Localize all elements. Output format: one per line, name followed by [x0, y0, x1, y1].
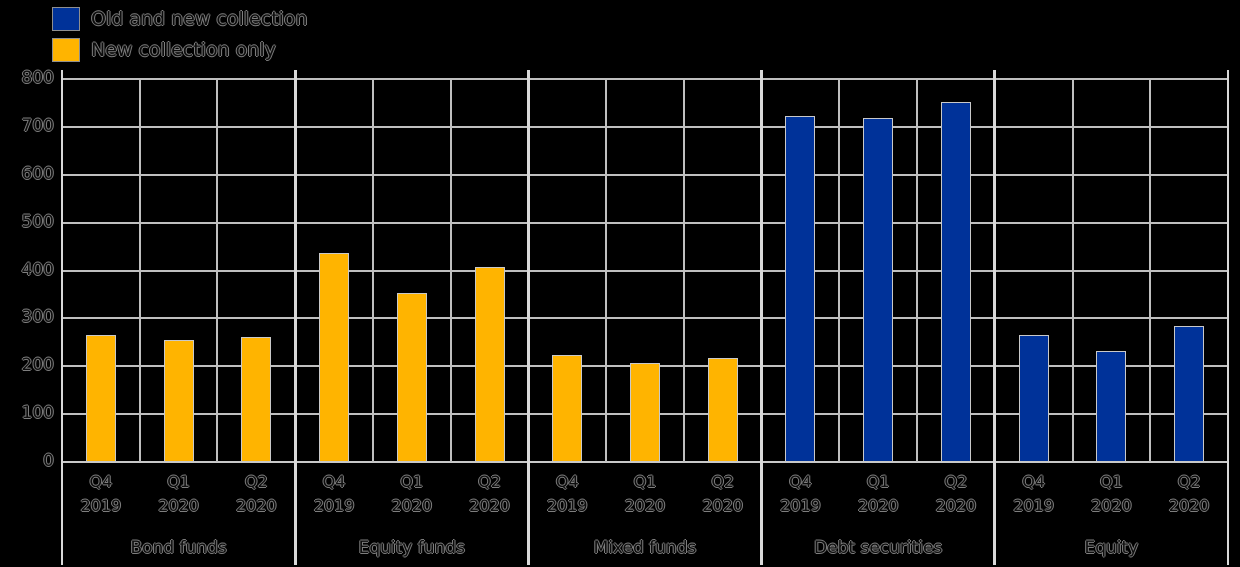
x-axis-tick-label: Q1 2020 — [624, 472, 666, 515]
group-separator — [526, 70, 530, 565]
y-axis-tick-label: 100 — [21, 403, 54, 424]
legend-item: Old and new collection — [52, 6, 308, 32]
gridline-vertical — [449, 79, 452, 462]
x-axis-tick-label: Q2 2020 — [469, 472, 510, 515]
category-label: Mixed funds — [593, 538, 697, 558]
y-axis-tick-label: 700 — [21, 115, 54, 136]
bar-equity-funds-3 — [474, 267, 505, 462]
legend: Old and new collection New collection onl… — [52, 6, 308, 63]
legend-item: New collection only — [52, 37, 308, 63]
gridline-vertical — [838, 79, 841, 462]
bar-bond-funds-1 — [85, 335, 116, 462]
bar-bond-funds-2 — [163, 339, 194, 462]
gridline-horizontal — [62, 221, 1228, 224]
x-axis-tick-label: Q2 2020 — [702, 472, 744, 515]
x-axis-tick-label: Q1 2020 — [158, 472, 199, 515]
x-axis-tick-label: Q4 2019 — [546, 472, 588, 515]
x-axis-tick-label: Q1 2020 — [391, 472, 433, 515]
gridline-horizontal — [62, 78, 1228, 80]
gridline-vertical — [605, 79, 608, 462]
gridline-vertical — [371, 79, 374, 462]
bar-equity-funds-1 — [319, 252, 350, 462]
category-label: Bond funds — [130, 538, 227, 558]
gridline-vertical — [1071, 79, 1074, 462]
x-axis-tick-label: Q1 2020 — [1091, 472, 1132, 515]
bar-equity-2 — [1096, 351, 1127, 462]
y-axis-tick-label: 0 — [43, 451, 54, 471]
y-axis-tick-label: 400 — [21, 259, 54, 280]
legend-label: Old and new collection — [91, 8, 308, 30]
gridline-horizontal — [62, 125, 1228, 128]
x-axis-tick-label: Q4 2019 — [80, 472, 122, 515]
gridline-vertical — [916, 79, 919, 462]
gridline-horizontal — [62, 269, 1228, 272]
gridline-vertical — [1149, 79, 1152, 462]
bar-mixed-funds-3 — [707, 358, 738, 462]
gridline-horizontal — [62, 317, 1228, 320]
bar-equity-funds-2 — [396, 293, 427, 462]
category-label: Equity — [1084, 538, 1139, 558]
bar-debt-securities-1 — [785, 116, 816, 462]
y-axis-tick-label: 500 — [21, 211, 54, 232]
legend-label: New collection only — [91, 39, 276, 61]
bar-mixed-funds-1 — [552, 354, 583, 462]
gridline-vertical — [138, 79, 141, 462]
x-axis-tick-label: Q1 2020 — [857, 472, 899, 515]
group-separator — [1226, 70, 1229, 565]
legend-swatch-icon — [52, 7, 80, 31]
gridline-vertical — [682, 79, 685, 462]
bar-bond-funds-3 — [241, 336, 272, 462]
x-axis-tick-label: Q4 2019 — [313, 472, 355, 515]
y-axis-tick-label: 300 — [21, 307, 54, 328]
x-axis-tick-label: Q2 2020 — [1168, 472, 1210, 515]
category-label: Equity funds — [358, 538, 465, 558]
legend-swatch-icon — [52, 38, 80, 62]
x-axis-tick-label: Q4 2019 — [780, 472, 821, 515]
x-axis-tick-label: Q2 2020 — [235, 472, 277, 515]
group-separator — [60, 70, 63, 565]
y-axis-tick-label: 600 — [21, 163, 54, 184]
gridline-vertical — [216, 79, 219, 462]
bar-equity-3 — [1174, 326, 1205, 462]
y-axis-tick-label: 200 — [21, 355, 54, 376]
group-separator — [293, 70, 297, 565]
bar-debt-securities-2 — [863, 118, 894, 462]
bar-debt-securities-3 — [940, 101, 971, 462]
group-separator — [760, 70, 764, 565]
y-axis-tick-label: 800 — [21, 68, 54, 88]
gridline-horizontal — [62, 461, 1228, 463]
x-axis-tick-label: Q4 2019 — [1013, 472, 1055, 515]
bar-equity-1 — [1018, 335, 1049, 462]
x-axis-tick-label: Q2 2020 — [935, 472, 977, 515]
group-separator — [993, 70, 997, 565]
gridline-horizontal — [62, 173, 1228, 176]
category-label: Debt securities — [814, 538, 943, 558]
bar-mixed-funds-2 — [630, 363, 660, 462]
